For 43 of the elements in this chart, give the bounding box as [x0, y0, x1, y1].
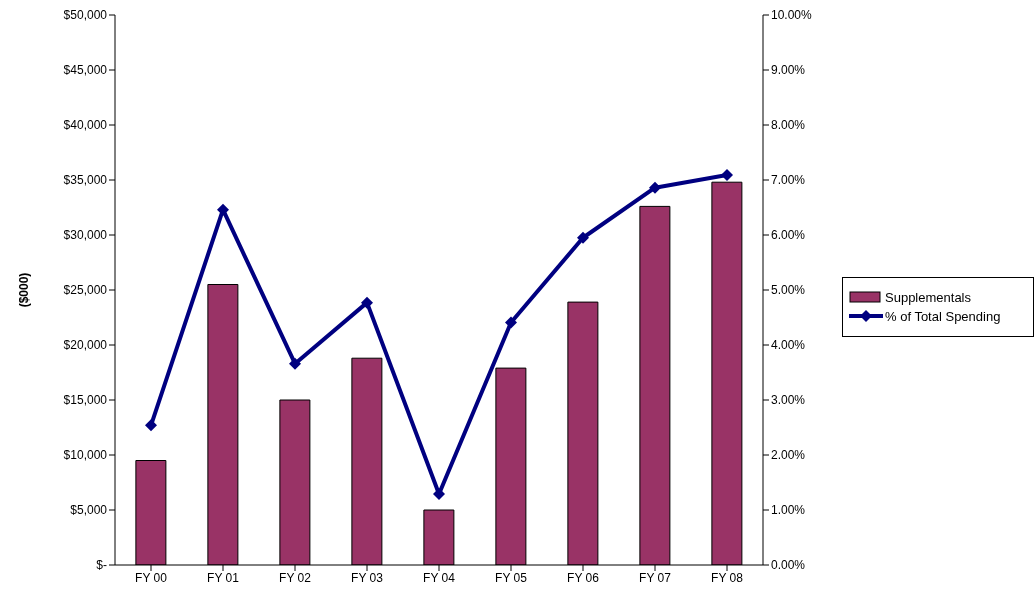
- point: [145, 419, 157, 432]
- y-axis-title: ($000): [17, 272, 32, 308]
- y-tick-label: $20,000: [63, 338, 108, 353]
- point: [433, 488, 445, 501]
- y-tick-label: $40,000: [63, 118, 108, 133]
- y2-tick-label: 10.00%: [771, 8, 813, 23]
- x-tick-label: FY 01: [207, 570, 240, 585]
- point: [361, 296, 373, 309]
- y2-tick-label: 7.00%: [771, 173, 806, 188]
- x-tick-label: FY 03: [351, 570, 384, 585]
- y-tick-label: $35,000: [63, 173, 108, 188]
- point: [505, 316, 517, 329]
- y-tick-label: $30,000: [63, 228, 108, 243]
- legend-label: % of Total Spending: [885, 308, 1001, 324]
- point: [721, 169, 733, 182]
- point: [217, 203, 229, 216]
- x-tick-label: FY 06: [567, 570, 600, 585]
- y2-tick-label: 2.00%: [771, 448, 806, 463]
- y2-tick-label: 5.00%: [771, 283, 806, 298]
- y2-tick-label: 3.00%: [771, 393, 806, 408]
- x-tick-label: FY 08: [711, 570, 744, 585]
- point: [577, 231, 589, 244]
- legend-label: Supplementals: [885, 289, 971, 305]
- y-tick-label: $-: [96, 558, 107, 573]
- x-tick-label: FY 07: [639, 570, 672, 585]
- y-tick-label: $15,000: [63, 393, 108, 408]
- point: [289, 357, 301, 370]
- y-tick-label: $25,000: [63, 283, 108, 298]
- x-tick-label: FY 02: [279, 570, 312, 585]
- y2-tick-label: 8.00%: [771, 118, 806, 133]
- y2-tick-label: 6.00%: [771, 228, 806, 243]
- y2-tick-label: 9.00%: [771, 63, 806, 78]
- x-tick-label: FY 00: [135, 570, 168, 585]
- y2-tick-label: 0.00%: [771, 558, 806, 573]
- y2-tick-label: 1.00%: [771, 503, 806, 518]
- x-tick-label: FY 04: [423, 570, 456, 585]
- y-tick-label: $50,000: [63, 8, 108, 23]
- x-tick-label: FY 05: [495, 570, 528, 585]
- y2-tick-label: 4.00%: [771, 338, 806, 353]
- point: [649, 181, 661, 194]
- y-tick-label: $45,000: [63, 63, 108, 78]
- y-tick-label: $10,000: [63, 448, 108, 463]
- y-tick-label: $5,000: [70, 503, 108, 518]
